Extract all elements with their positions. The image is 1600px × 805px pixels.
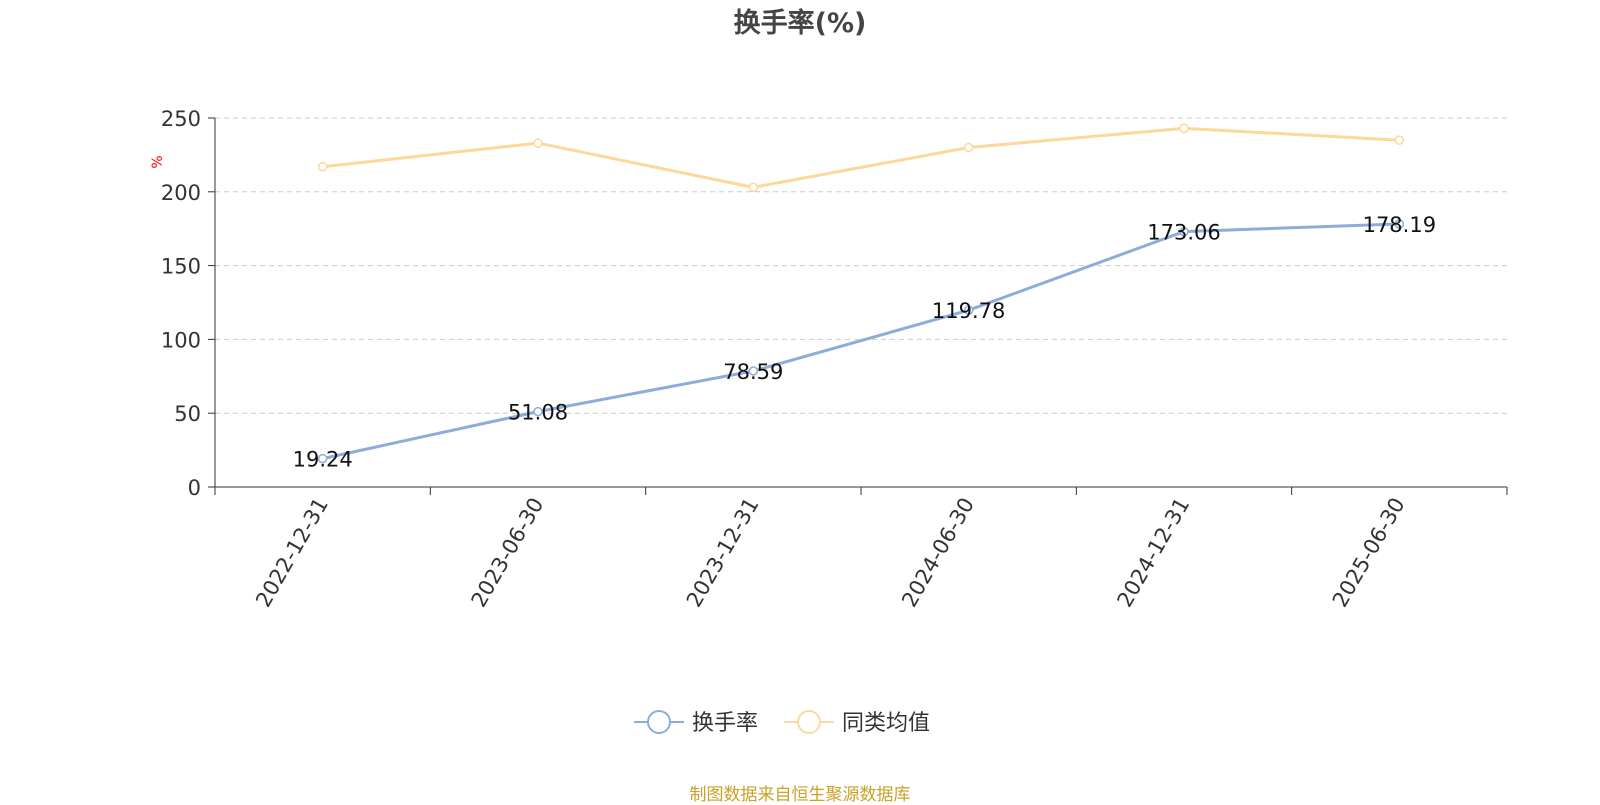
- axes: 0 50 100 150 200 250 2022-12-31 2023-06-30 2023-…: [161, 107, 1508, 612]
- legend-item-1[interactable]: 换手率: [634, 710, 758, 736]
- y-axis-unit-label: %: [150, 155, 166, 168]
- series-1-point: [317, 453, 328, 464]
- legend-label: 同类均值: [842, 711, 930, 736]
- series-2-point: [1394, 135, 1405, 145]
- x-tick-label: 2023-12-31: [682, 494, 764, 612]
- x-tick-label: 2024-12-31: [1113, 494, 1195, 612]
- data-label: 51.08: [508, 401, 568, 425]
- chart-title: 换手率(%): [734, 7, 867, 39]
- data-labels: 19.24 51.08 78.59 119.78 173.06 178.19: [293, 213, 1436, 472]
- y-tick-label: 250: [161, 107, 201, 131]
- data-label: 178.19: [1363, 213, 1436, 237]
- legend-item-2[interactable]: 同类均值: [784, 710, 930, 736]
- series-line-1: [322, 222, 1400, 461]
- data-label: 173.06: [1147, 221, 1220, 245]
- legend-swatch-marker: [647, 710, 671, 734]
- series-2-point: [317, 161, 328, 172]
- legend-swatch-marker: [797, 710, 821, 734]
- series-1-point: [963, 305, 974, 315]
- grid-lines: [215, 117, 1507, 414]
- y-tick-label: 200: [161, 181, 201, 205]
- y-tick-label: 50: [174, 402, 201, 426]
- series-1-point: [1394, 219, 1405, 229]
- x-tick-label: 2024-06-30: [897, 494, 979, 612]
- legend-label: 换手率: [692, 711, 758, 736]
- y-tick-label: 0: [188, 476, 201, 500]
- series-1-point: [748, 366, 759, 376]
- x-tick-label: 2025-06-30: [1328, 494, 1410, 612]
- x-tick-label: 2023-06-30: [467, 494, 549, 612]
- y-tick-label: 100: [161, 328, 201, 352]
- data-label: 78.59: [723, 360, 783, 384]
- series-1-point: [533, 406, 543, 417]
- series-2-point: [1179, 123, 1189, 134]
- source-note: 制图数据来自恒生聚源数据库: [689, 785, 911, 805]
- series-2-point: [748, 182, 759, 193]
- legend: 换手率 同类均值: [634, 710, 930, 736]
- data-label: 119.78: [932, 299, 1005, 323]
- series-lines: [317, 123, 1405, 464]
- series-2-point: [533, 138, 543, 148]
- y-tick-label: 150: [161, 255, 201, 279]
- x-tick-label: 2022-12-31: [251, 494, 333, 612]
- series-line-2: [322, 126, 1400, 189]
- series-1-point: [1179, 226, 1189, 237]
- data-label: 19.24: [293, 448, 353, 472]
- series-2-point: [963, 142, 974, 153]
